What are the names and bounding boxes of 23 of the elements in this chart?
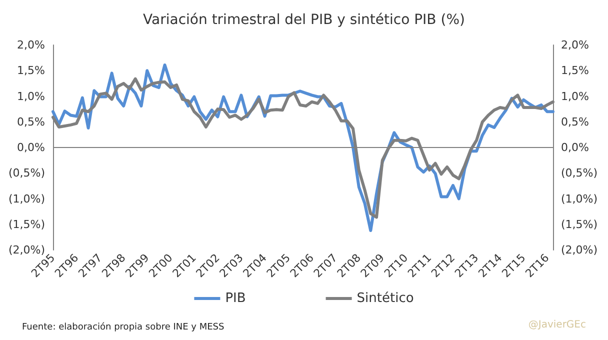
y-tick-label: 0,0%	[17, 141, 45, 154]
y-tick-label: (1,0%)	[8, 192, 45, 206]
y2-tick-label: 2,0%	[561, 38, 589, 52]
y2-tick-label: (2,0%)	[561, 244, 598, 256]
y2-tick-label: (0,5%)	[561, 166, 598, 180]
y-tick-label: 1,5%	[17, 64, 45, 78]
y2-tick-label: 1,5%	[561, 64, 589, 78]
y2-tick-label: 0,5%	[561, 115, 589, 128]
y2-tick-label: (1,0%)	[561, 192, 598, 206]
y-tick-label: (2,0%)	[8, 244, 45, 256]
y-tick-label: (0,5%)	[8, 166, 45, 180]
y-tick-label: 1,0%	[17, 90, 45, 103]
text: @JavierGEc	[528, 320, 586, 330]
legend-label: PIB	[225, 291, 246, 306]
source-note: Fuente: elaboración propia sobre INE y MESS	[22, 322, 224, 332]
y2-tick-label: 0,0%	[561, 141, 589, 154]
y-tick-label: (1,5%)	[8, 218, 45, 231]
chart-title: Variación trimestral del PIB y sintético PIB (%)	[143, 12, 465, 28]
y2-tick-label: 1,0%	[561, 90, 589, 103]
y-tick-label: 0,5%	[17, 115, 45, 128]
y2-tick-label: (1,5%)	[561, 218, 598, 231]
legend-label: Sintético	[356, 291, 414, 306]
y-tick-label: 2,0%	[17, 38, 45, 52]
